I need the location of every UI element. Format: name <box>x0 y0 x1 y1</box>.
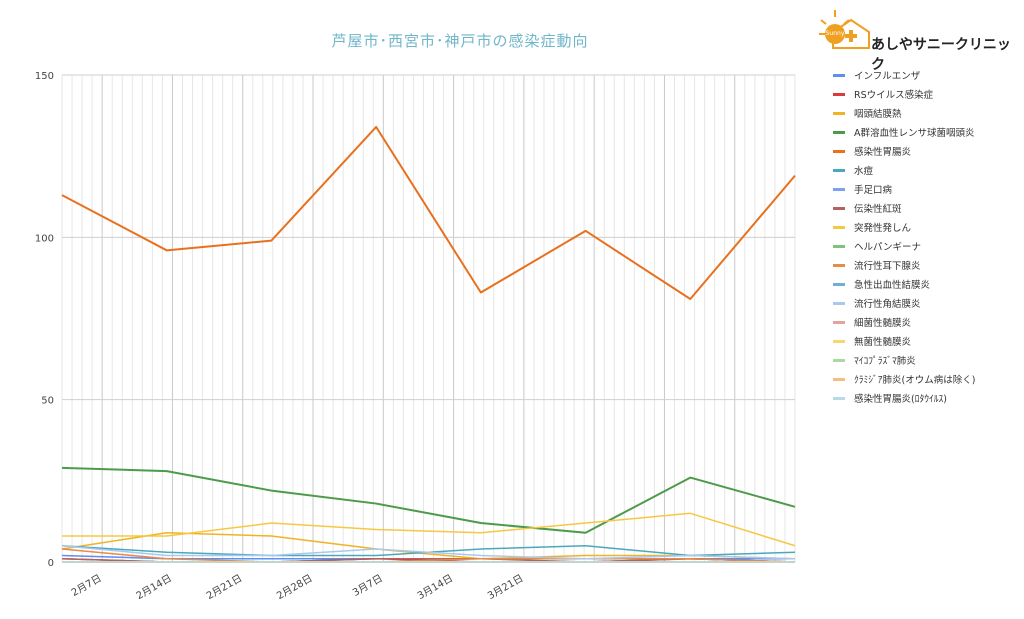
legend-swatch <box>833 340 845 343</box>
legend-item: 無菌性髄膜炎 <box>833 333 1023 352</box>
legend-item: ｸﾗﾐｼﾞｱ肺炎(オウム病は除く) <box>833 371 1023 390</box>
legend-swatch <box>833 226 845 229</box>
legend-label: ﾏｲｺﾌﾟﾗｽﾞﾏ肺炎 <box>854 356 916 367</box>
legend-label: 無菌性髄膜炎 <box>854 337 912 348</box>
legend-swatch <box>833 188 845 191</box>
y-tick-label: 0 <box>48 558 54 569</box>
legend-item: ﾏｲｺﾌﾟﾗｽﾞﾏ肺炎 <box>833 352 1023 371</box>
sun-house-icon <box>819 10 870 49</box>
legend-label: 突発性発しん <box>854 223 912 234</box>
legend-label: 流行性耳下腺炎 <box>854 261 921 272</box>
y-tick-label: 150 <box>35 71 54 82</box>
legend-swatch <box>833 131 845 134</box>
legend-label: RSウイルス感染症 <box>854 90 934 101</box>
legend-label: 流行性角結膜炎 <box>854 299 921 310</box>
x-tick-label: 3月21日 <box>486 572 526 602</box>
legend-item: 細菌性髄膜炎 <box>833 314 1023 333</box>
series-line <box>61 545 796 560</box>
legend-label: ヘルパンギーナ <box>854 242 921 253</box>
legend-swatch <box>833 321 845 324</box>
legend-item: 流行性角結膜炎 <box>833 295 1023 314</box>
legend-label: インフルエンザ <box>854 71 921 82</box>
series-line <box>62 512 796 547</box>
legend-swatch <box>833 378 845 381</box>
legend-item: 咽頭結膜熱 <box>833 105 1023 124</box>
x-tick-label: 3月14日 <box>415 572 455 602</box>
legend-swatch <box>833 93 845 96</box>
legend-swatch <box>833 397 845 400</box>
legend-swatch <box>833 169 845 172</box>
line-chart: 0 50 100 150 2月7日 2月14日 2月21日 2月28日 3月7日 3月14日 3月2… <box>35 71 796 602</box>
legend-item: 流行性耳下腺炎 <box>833 257 1023 276</box>
legend-label: 感染性胃腸炎 <box>854 147 912 158</box>
legend-swatch <box>833 283 845 286</box>
legend-item: 手足口病 <box>833 181 1023 200</box>
brand-name: あしやサニークリニック <box>871 37 1011 73</box>
legend-item: 感染性胃腸炎 <box>833 143 1023 162</box>
legend-swatch <box>833 150 845 153</box>
legend-swatch <box>833 207 845 210</box>
x-tick-label: 2月28日 <box>275 572 315 602</box>
legend-label: 伝染性紅斑 <box>854 204 902 215</box>
y-tick-label: 100 <box>35 233 54 244</box>
series-line <box>61 548 796 563</box>
legend-label: 水痘 <box>854 166 874 177</box>
legend-label: 手足口病 <box>854 185 893 196</box>
legend-item: 突発性発しん <box>833 219 1023 238</box>
legend-swatch <box>833 112 845 115</box>
legend-item: 感染性胃腸炎(ﾛﾀｳｲﾙｽ) <box>833 390 1023 409</box>
legend-label: 細菌性髄膜炎 <box>854 318 912 329</box>
legend-label: 急性出血性結膜炎 <box>854 280 931 291</box>
legend-swatch <box>833 245 845 248</box>
series-line <box>61 125 796 301</box>
legend-label: 咽頭結膜熱 <box>854 109 902 120</box>
legend-swatch <box>833 264 845 267</box>
clinic-logo: Sunny あしやサニークリニック <box>815 8 1020 73</box>
y-tick-label: 50 <box>41 396 54 407</box>
legend-item: 急性出血性結膜炎 <box>833 276 1023 295</box>
chart-legend: インフルエンザ RSウイルス感染症 咽頭結膜熱 A群溶血性レンサ球菌咽頭炎 感染性胃腸炎… <box>833 67 1023 409</box>
x-tick-label: 3月7日 <box>350 572 384 599</box>
legend-item: インフルエンザ <box>833 67 1023 86</box>
legend-swatch <box>833 302 845 305</box>
x-tick-label: 2月14日 <box>134 572 174 602</box>
chart-title: 芦屋市･西宮市･神戸市の感染症動向 <box>331 32 589 50</box>
legend-label: A群溶血性レンサ球菌咽頭炎 <box>854 128 975 139</box>
legend-item: 伝染性紅斑 <box>833 200 1023 219</box>
legend-item: ヘルパンギーナ <box>833 238 1023 257</box>
legend-item: RSウイルス感染症 <box>833 86 1023 105</box>
brand-badge: Sunny <box>825 24 845 44</box>
series-line <box>61 466 796 534</box>
legend-swatch <box>833 74 845 77</box>
x-tick-label: 2月7日 <box>69 572 103 599</box>
legend-swatch <box>833 359 845 362</box>
x-tick-label: 2月21日 <box>204 572 244 602</box>
legend-label: 感染性胃腸炎(ﾛﾀｳｲﾙｽ) <box>854 394 947 405</box>
legend-item: A群溶血性レンサ球菌咽頭炎 <box>833 124 1023 143</box>
legend-item: 水痘 <box>833 162 1023 181</box>
legend-label: ｸﾗﾐｼﾞｱ肺炎(オウム病は除く) <box>854 375 976 386</box>
